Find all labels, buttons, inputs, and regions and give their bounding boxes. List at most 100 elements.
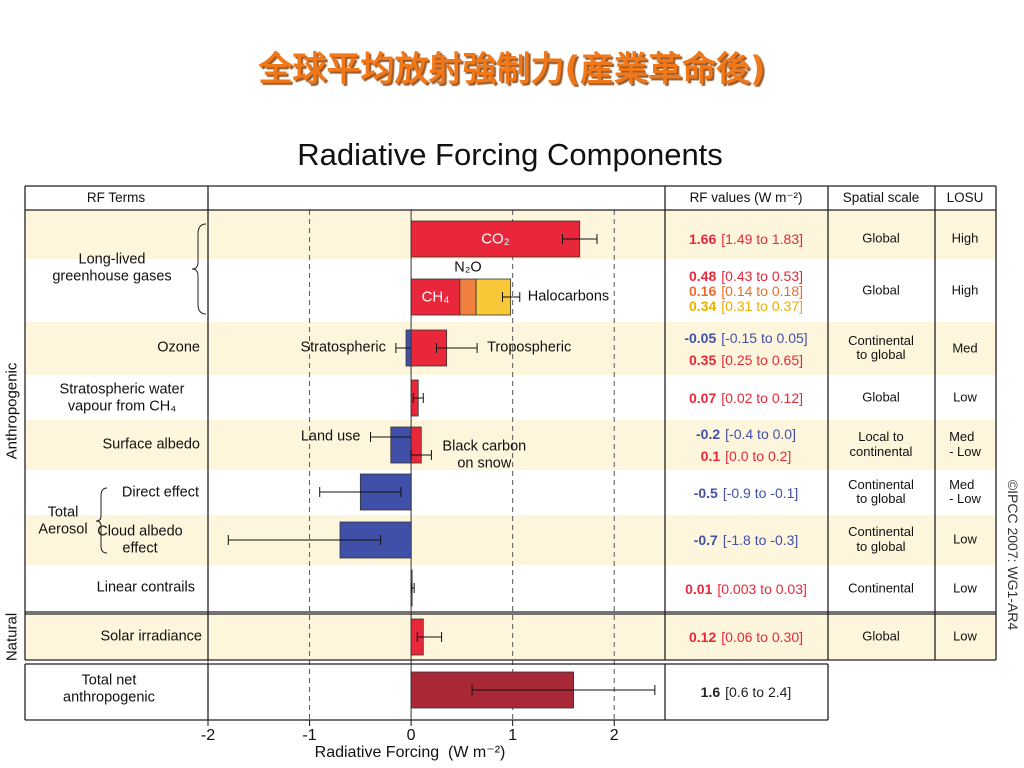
rf-value: 0.35 [0.25 to 0.65]	[689, 351, 803, 367]
row-shade	[25, 515, 996, 565]
rf-value: 0.16 [0.14 to 0.18]	[689, 282, 803, 298]
rf-value: -0.2 [-0.4 to 0.0]	[696, 426, 796, 442]
rf-range: [0.43 to 0.53]	[721, 267, 803, 284]
losu: High	[951, 230, 979, 246]
rf-value: 0.12 [0.06 to 0.30]	[689, 629, 803, 645]
row-shade	[25, 614, 996, 660]
rf-central: -0.2	[696, 425, 721, 442]
rf-range: [1.49 to 1.83]	[721, 230, 803, 247]
term-label: Solar irradiance	[100, 628, 202, 645]
rf-range: [-0.9 to -0.1]	[722, 484, 799, 501]
rf-range: [-0.4 to 0.0]	[725, 425, 796, 442]
column-header: RF values (W m⁻²)	[689, 190, 803, 206]
row-shade	[25, 420, 996, 470]
section-label: Natural	[3, 612, 21, 662]
rf-central: -0.7	[693, 531, 718, 548]
losu: Low	[953, 628, 977, 644]
spatial-scale: Continental to global	[848, 524, 914, 554]
row-shade	[25, 322, 996, 375]
losu: High	[951, 282, 979, 298]
term-label: Linear contrails	[96, 579, 195, 596]
bar-label: Black carbon on snow	[442, 438, 527, 471]
rf-central: 0.1	[700, 447, 721, 464]
losu: Low	[953, 531, 977, 547]
brace	[95, 487, 108, 554]
bar	[459, 278, 477, 316]
bar-label: N₂O	[454, 259, 482, 276]
rf-value: 1.6 [0.6 to 2.4]	[701, 684, 792, 700]
rf-range: [0.6 to 2.4]	[725, 683, 792, 700]
bar	[410, 426, 422, 464]
x-tick-label: 2	[609, 726, 619, 744]
rf-range: [0.003 to 0.03]	[717, 580, 807, 597]
section-label: Anthropogenic	[3, 362, 21, 460]
spatial-scale: Continental to global	[848, 476, 914, 507]
rf-central: 0.35	[689, 351, 717, 368]
rf-value: -0.7 [-1.8 to -0.3]	[694, 532, 799, 548]
term-label: Direct effect	[121, 484, 199, 501]
rf-central: 0.01	[685, 580, 713, 597]
x-axis-label: Radiative Forcing (W m⁻²)	[314, 743, 506, 761]
rf-central: -0.05	[684, 329, 717, 346]
bar	[410, 220, 581, 258]
losu: Med - Low	[949, 476, 981, 507]
spatial-scale: Global	[862, 230, 900, 246]
rf-central: 1.66	[689, 230, 717, 247]
rf-range: [0.31 to 0.37]	[721, 297, 803, 314]
rf-value: 0.07 [0.02 to 0.12]	[689, 389, 803, 405]
page-heading: 全球平均放射強制力(産業革命後)	[258, 49, 766, 90]
bar-label: Tropospheric	[487, 339, 572, 356]
term-label: Surface albedo	[102, 436, 200, 453]
x-tick-label: -1	[302, 726, 317, 744]
rf-range: [0.14 to 0.18]	[721, 282, 803, 299]
spatial-scale: Global	[862, 628, 900, 644]
rf-value: -0.05 [-0.15 to 0.05]	[684, 329, 807, 345]
term-label: Ozone	[157, 339, 200, 356]
x-tick-label: 0	[406, 726, 416, 744]
group-label: Total Aerosol	[38, 504, 88, 537]
term-label: Cloud albedo effect	[97, 523, 183, 556]
losu: Med - Low	[949, 429, 981, 459]
rf-central: 1.6	[700, 683, 721, 700]
rf-range: [0.02 to 0.12]	[721, 389, 803, 406]
rf-central: 0.12	[689, 628, 717, 645]
spatial-scale: Continental to global	[848, 332, 914, 363]
spatial-scale: Local to continental	[849, 429, 913, 459]
losu: Med	[952, 340, 978, 356]
term-label: Total net anthropogenic	[63, 672, 155, 705]
rf-range: [0.25 to 0.65]	[721, 351, 803, 368]
x-tick-label: 1	[508, 726, 518, 744]
spatial-scale: Global	[862, 389, 900, 405]
rf-range: [-1.8 to -0.3]	[722, 531, 799, 548]
term-label: Long-lived greenhouse gases	[52, 251, 172, 284]
spatial-scale: Continental	[848, 580, 914, 596]
losu: Low	[953, 580, 977, 596]
bar-label: Land use	[300, 428, 361, 445]
bar-label: CH₄	[421, 288, 450, 306]
rf-value: 1.66 [1.49 to 1.83]	[689, 231, 803, 247]
bar-label: CO₂	[481, 230, 510, 248]
rf-central: 0.16	[689, 282, 717, 299]
rf-range: [0.0 to 0.2]	[725, 447, 792, 464]
rf-value: 0.48 [0.43 to 0.53]	[689, 267, 803, 283]
rf-range: [-0.15 to 0.05]	[721, 329, 808, 346]
rf-value: -0.5 [-0.9 to -0.1]	[694, 484, 799, 500]
spatial-scale: Global	[862, 282, 900, 298]
losu: Low	[953, 389, 977, 405]
rf-value: 0.1 [0.0 to 0.2]	[701, 448, 792, 464]
chart-title: Radiative Forcing Components	[297, 137, 723, 173]
credit: ©IPCC 2007: WG1-AR4	[1005, 479, 1022, 631]
x-tick-label: -2	[200, 726, 216, 744]
bar	[390, 426, 412, 464]
term-label: Stratospheric water vapour from CH₄	[59, 381, 185, 414]
rf-value: 0.01 [0.003 to 0.03]	[685, 580, 807, 596]
column-header: Spatial scale	[842, 190, 920, 206]
rf-central: 0.07	[689, 389, 717, 406]
rf-central: 0.34	[689, 297, 717, 314]
brace	[191, 223, 207, 315]
column-header: RF Terms	[86, 190, 146, 206]
rf-value: 0.34 [0.31 to 0.37]	[689, 297, 803, 313]
rf-range: [0.06 to 0.30]	[721, 628, 803, 645]
